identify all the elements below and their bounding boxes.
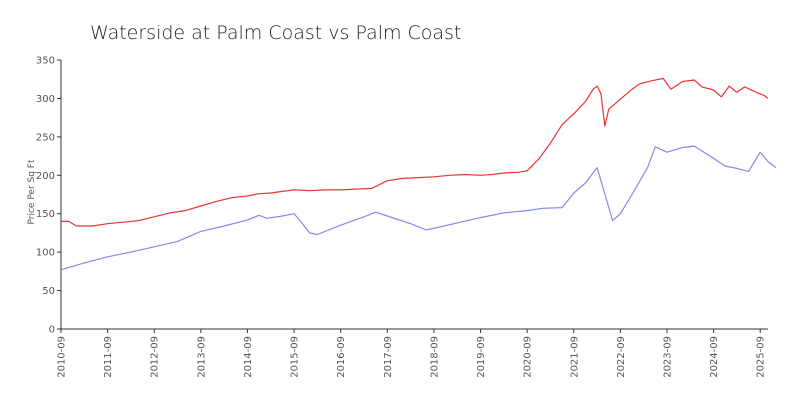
x-tick-label: 2013-09 <box>196 336 207 378</box>
y-tick-label: 350 <box>36 56 55 67</box>
x-tick-label: 2015-09 <box>290 336 301 378</box>
y-tick-label: 100 <box>36 248 55 259</box>
x-tick-label: 2025-09 <box>756 336 767 378</box>
x-tick-label: 2010-09 <box>57 336 68 378</box>
x-tick-label: 2024-09 <box>709 336 720 378</box>
y-axis-label: Price Per Sq Ft <box>27 159 37 224</box>
series-line-1 <box>61 77 769 227</box>
y-tick-label: 50 <box>42 286 55 297</box>
x-tick-label: 2014-09 <box>243 336 254 378</box>
series-line-2 <box>60 145 777 271</box>
x-tick-label: 2011-09 <box>103 336 114 378</box>
y-tick-label: 0 <box>49 325 55 336</box>
y-tick-label: 150 <box>36 209 55 220</box>
x-tick-label: 2012-09 <box>150 336 161 378</box>
chart-title: Waterside at Palm Coast vs Palm Coast <box>90 22 461 44</box>
x-axis: 2010-09 2011-09 2012-09 2013-09 2014-09 2015-… <box>57 328 768 378</box>
x-tick-label: 2017-09 <box>383 336 394 378</box>
x-tick-label: 2021-09 <box>569 336 580 378</box>
x-tick-label: 2022-09 <box>616 336 627 378</box>
series-group <box>60 77 777 271</box>
x-tick-label: 2018-09 <box>429 336 440 378</box>
x-tick-label: 2019-09 <box>476 336 487 378</box>
x-tick-label: 2023-09 <box>663 336 674 378</box>
x-tick-label: 2020-09 <box>523 336 534 378</box>
x-tick-label: 2016-09 <box>336 336 347 378</box>
y-tick-label: 300 <box>36 94 55 105</box>
y-tick-label: 250 <box>36 132 55 143</box>
y-tick-label: 200 <box>36 171 55 182</box>
y-axis: 0 50 100 150 200 250 300 350 <box>36 56 62 336</box>
